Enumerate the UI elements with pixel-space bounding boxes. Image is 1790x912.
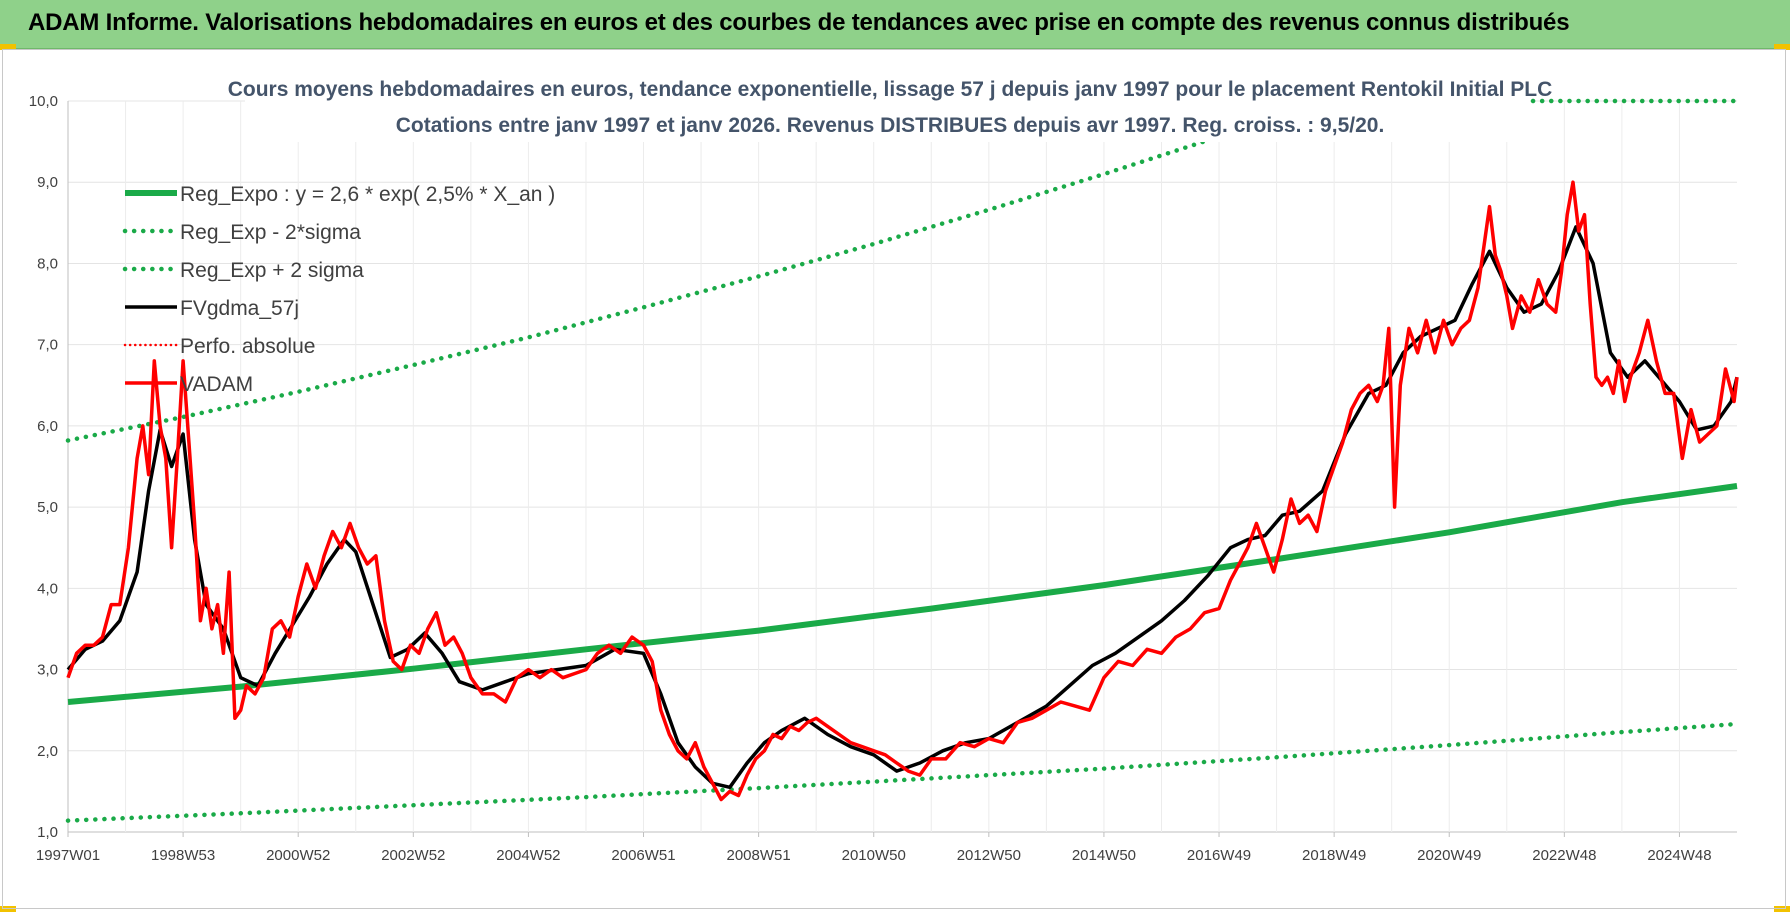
chart-frame (2, 49, 1786, 909)
y-tick-label: 4,0 (37, 580, 58, 597)
chart-subtitle: Cotations entre janv 1997 et janv 2026. … (396, 114, 1385, 137)
series-layer (65, 98, 1740, 823)
x-tick-label: 2008W51 (727, 847, 791, 864)
legend-label: Reg_Exp + 2 sigma (180, 259, 364, 282)
x-tick-label: 1997W01 (36, 847, 100, 864)
legend-label: VADAM (180, 373, 253, 396)
x-tick-label: 2000W52 (266, 847, 330, 864)
y-axis-ticks: 1,0 2,0 3,0 4,0 5,0 6,0 7,0 8,0 9,0 10,0 (29, 93, 58, 841)
x-tick-label: 2024W48 (1647, 847, 1711, 864)
y-tick-label: 1,0 (37, 824, 58, 841)
corner-marker (1774, 906, 1790, 912)
series-line-reg (67, 483, 1738, 705)
x-tick-label: 2012W50 (957, 847, 1021, 864)
corner-marker (0, 44, 16, 50)
report-title: ADAM Informe. Valorisations hebdomadaire… (28, 9, 1570, 36)
x-tick-label: 2022W48 (1532, 847, 1596, 864)
x-tick-label: 2020W49 (1417, 847, 1481, 864)
series-line-vadam (66, 180, 1739, 802)
x-axis-ticks: 1997W01 1998W53 2000W52 2002W52 2004W52 2006W… (36, 832, 1712, 864)
legend-label: FVgdma_57j (180, 297, 299, 320)
corner-marker (1774, 44, 1790, 50)
y-tick-label: 7,0 (37, 337, 58, 354)
y-tick-label: 3,0 (37, 662, 58, 679)
y-tick-label: 8,0 (37, 255, 58, 272)
series-line-low (65, 721, 1740, 823)
title-backdrop (245, 72, 1530, 142)
x-tick-label: 2010W50 (842, 847, 906, 864)
x-tick-label: 2018W49 (1302, 847, 1366, 864)
grid-lines (67, 100, 1737, 833)
series-line-high (65, 98, 1740, 443)
y-tick-label: 6,0 (37, 418, 58, 435)
corner-marker (0, 906, 16, 912)
y-tick-label: 2,0 (37, 743, 58, 760)
y-tick-label: 5,0 (37, 499, 58, 516)
y-tick-label: 10,0 (29, 93, 58, 110)
legend-label: Perfo. absolue (180, 335, 315, 358)
x-tick-label: 2014W50 (1072, 847, 1136, 864)
legend-label: Reg_Exp - 2*sigma (180, 221, 361, 244)
y-tick-label: 9,0 (37, 174, 58, 191)
x-tick-label: 2006W51 (611, 847, 675, 864)
legend-label: Reg_Expo : y = 2,6 * exp( 2,5% * X_an ) (180, 183, 555, 206)
x-tick-label: 2002W52 (381, 847, 445, 864)
report-banner: ADAM Informe. Valorisations hebdomadaire… (0, 0, 1790, 49)
x-tick-label: 2016W49 (1187, 847, 1251, 864)
legend: Reg_Expo : y = 2,6 * exp( 2,5% * X_an ) R… (122, 183, 555, 396)
chart-title: Cours moyens hebdomadaires en euros, ten… (228, 78, 1553, 101)
x-tick-label: 1998W53 (151, 847, 215, 864)
x-tick-label: 2004W52 (496, 847, 560, 864)
